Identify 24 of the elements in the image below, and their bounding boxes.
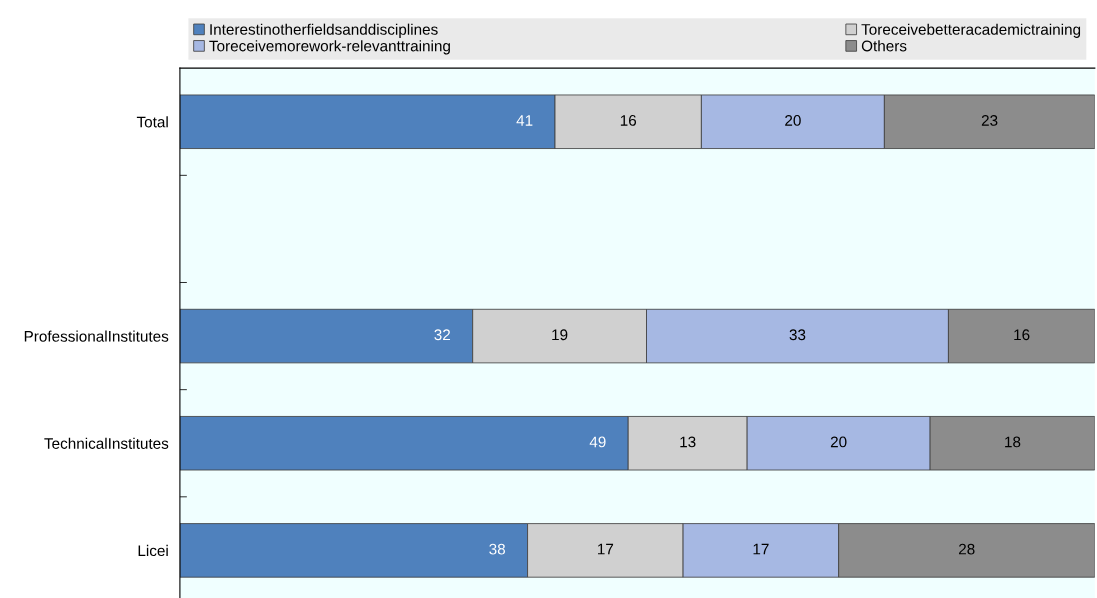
data-label: 38 — [489, 543, 506, 555]
y-tick-label: TechnicalInstitutes — [44, 437, 169, 449]
data-label: 33 — [789, 329, 806, 341]
data-label: 13 — [680, 436, 696, 448]
data-label: 20 — [830, 436, 847, 448]
y-tick-label: Total — [136, 116, 168, 128]
legend-label: Interestinotherfieldsanddisciplines — [210, 23, 438, 38]
data-label: 17 — [598, 543, 614, 555]
data-label: 20 — [785, 115, 801, 126]
data-label: 16 — [1014, 329, 1030, 341]
y-tick-label: ProfessionalInstitutes — [24, 330, 169, 342]
data-label: 49 — [589, 436, 606, 448]
legend-label: Toreceivemorework-relevanttraining — [209, 40, 450, 55]
y-tick-label: Licei — [138, 544, 168, 557]
data-label: 32 — [434, 329, 451, 341]
data-label: 19 — [552, 329, 568, 341]
data-label: 28 — [958, 543, 975, 555]
data-label: 16 — [620, 115, 637, 126]
data-label: 23 — [981, 115, 998, 126]
data-label: 18 — [1005, 436, 1021, 448]
legend-label: Toreceivebetteracademictraining — [861, 23, 1081, 38]
data-label: 17 — [753, 543, 769, 555]
legend-label: Others — [861, 40, 907, 52]
data-label: 41 — [516, 115, 533, 126]
